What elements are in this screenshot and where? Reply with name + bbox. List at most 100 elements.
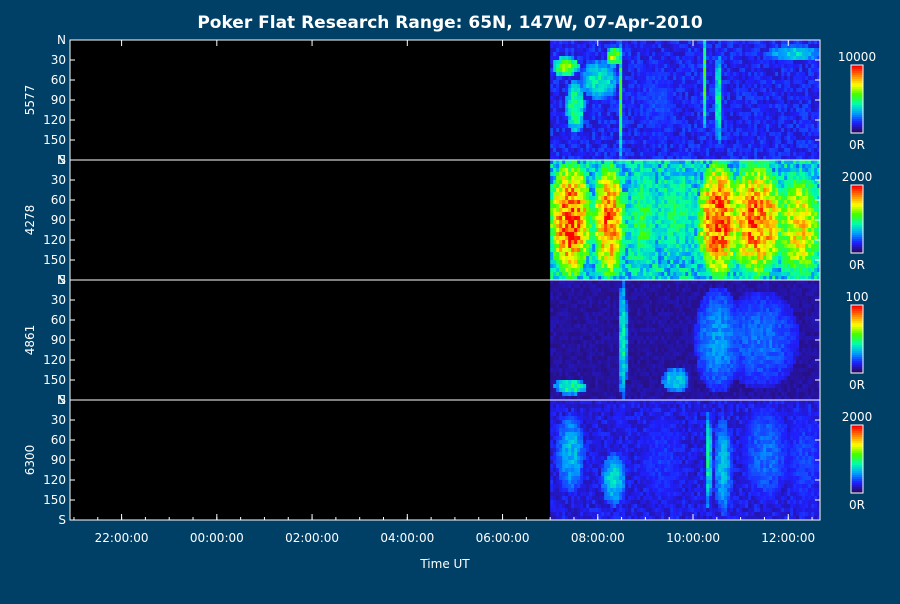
heatmap-cell	[772, 152, 775, 156]
heatmap-cell	[694, 196, 697, 200]
heatmap-cell	[643, 264, 646, 268]
heatmap-cell	[550, 88, 553, 92]
heatmap-cell	[676, 88, 679, 92]
heatmap-cell	[649, 52, 652, 56]
heatmap-cell	[727, 48, 730, 52]
heatmap-cell	[703, 56, 706, 60]
heatmap-cell	[604, 208, 607, 212]
heatmap-cell	[628, 80, 631, 84]
heatmap-cell	[667, 88, 670, 92]
heatmap-cell	[607, 136, 610, 140]
heatmap-cell	[559, 76, 562, 80]
heatmap-cell	[598, 192, 601, 196]
heatmap-cell	[727, 176, 730, 180]
heatmap-cell	[712, 108, 715, 112]
heatmap-cell	[658, 100, 661, 104]
heatmap-cell	[598, 112, 601, 116]
heatmap-cell	[562, 132, 565, 136]
heatmap-cell	[592, 192, 595, 196]
heatmap-cell	[694, 92, 697, 96]
heatmap-cell	[559, 68, 562, 72]
heatmap-cell	[805, 152, 808, 156]
heatmap-cell	[670, 120, 673, 124]
heatmap-cell	[724, 168, 727, 172]
heatmap-cell	[721, 64, 724, 68]
heatmap-cell	[754, 200, 757, 204]
heatmap-cell	[607, 80, 610, 84]
heatmap-cell	[580, 140, 583, 144]
heatmap-cell	[745, 112, 748, 116]
heatmap-cell	[556, 160, 559, 164]
heatmap-cell	[772, 116, 775, 120]
heatmap-cell	[550, 268, 553, 272]
heatmap-cell	[736, 96, 739, 100]
heatmap-cell	[613, 52, 616, 56]
heatmap-cell	[622, 224, 625, 228]
heatmap-cell	[727, 120, 730, 124]
heatmap-cell	[769, 244, 772, 248]
heatmap-cell	[613, 164, 616, 168]
heatmap-cell	[760, 224, 763, 228]
heatmap-cell	[577, 92, 580, 96]
heatmap-cell	[595, 64, 598, 68]
heatmap-cell	[592, 256, 595, 260]
heatmap-cell	[565, 168, 568, 172]
heatmap-cell	[670, 128, 673, 132]
heatmap-cell	[778, 88, 781, 92]
heatmap-cell	[769, 184, 772, 188]
heatmap-cell	[565, 100, 568, 104]
heatmap-cell	[595, 168, 598, 172]
heatmap-cell	[724, 268, 727, 272]
heatmap-cell	[649, 232, 652, 236]
heatmap-cell	[562, 172, 565, 176]
heatmap-cell	[754, 192, 757, 196]
heatmap-cell	[688, 68, 691, 72]
heatmap-cell	[769, 160, 772, 164]
heatmap-cell	[604, 140, 607, 144]
heatmap-cell	[805, 100, 808, 104]
heatmap-cell	[754, 264, 757, 268]
heatmap-cell	[637, 40, 640, 44]
heatmap-cell	[646, 188, 649, 192]
heatmap-cell	[760, 124, 763, 128]
heatmap-cell	[808, 76, 811, 80]
heatmap-cell	[628, 56, 631, 60]
heatmap-cell	[643, 84, 646, 88]
heatmap-cell	[661, 136, 664, 140]
heatmap-cell	[730, 188, 733, 192]
heatmap-cell	[766, 240, 769, 244]
heatmap-cell	[754, 72, 757, 76]
heatmap-cell	[607, 184, 610, 188]
heatmap-cell	[625, 212, 628, 216]
heatmap-cell	[724, 72, 727, 76]
heatmap-cell	[778, 120, 781, 124]
heatmap-cell	[682, 88, 685, 92]
heatmap-cell	[766, 176, 769, 180]
heatmap-cell	[625, 172, 628, 176]
heatmap-cell	[757, 272, 760, 276]
heatmap-cell	[733, 88, 736, 92]
heatmap-cell	[691, 48, 694, 52]
heatmap-cell	[763, 64, 766, 68]
heatmap-cell	[808, 72, 811, 76]
heatmap-cell	[631, 136, 634, 140]
heatmap-cell	[598, 220, 601, 224]
heatmap-cell	[679, 140, 682, 144]
heatmap-cell	[595, 72, 598, 76]
heatmap-cell	[655, 112, 658, 116]
heatmap-cell	[676, 232, 679, 236]
heatmap-cell	[787, 120, 790, 124]
heatmap-cell	[745, 160, 748, 164]
heatmap-cell	[679, 232, 682, 236]
heatmap-cell	[643, 96, 646, 100]
heatmap-cell	[727, 252, 730, 256]
heatmap-cell	[739, 248, 742, 252]
heatmap-cell	[667, 264, 670, 268]
heatmap-cell	[730, 236, 733, 240]
heatmap-cell	[724, 68, 727, 72]
heatmap-cell	[673, 264, 676, 268]
heatmap-cell	[550, 184, 553, 188]
heatmap-cell	[730, 248, 733, 252]
heatmap-cell	[703, 148, 706, 152]
heatmap-cell	[706, 172, 709, 176]
